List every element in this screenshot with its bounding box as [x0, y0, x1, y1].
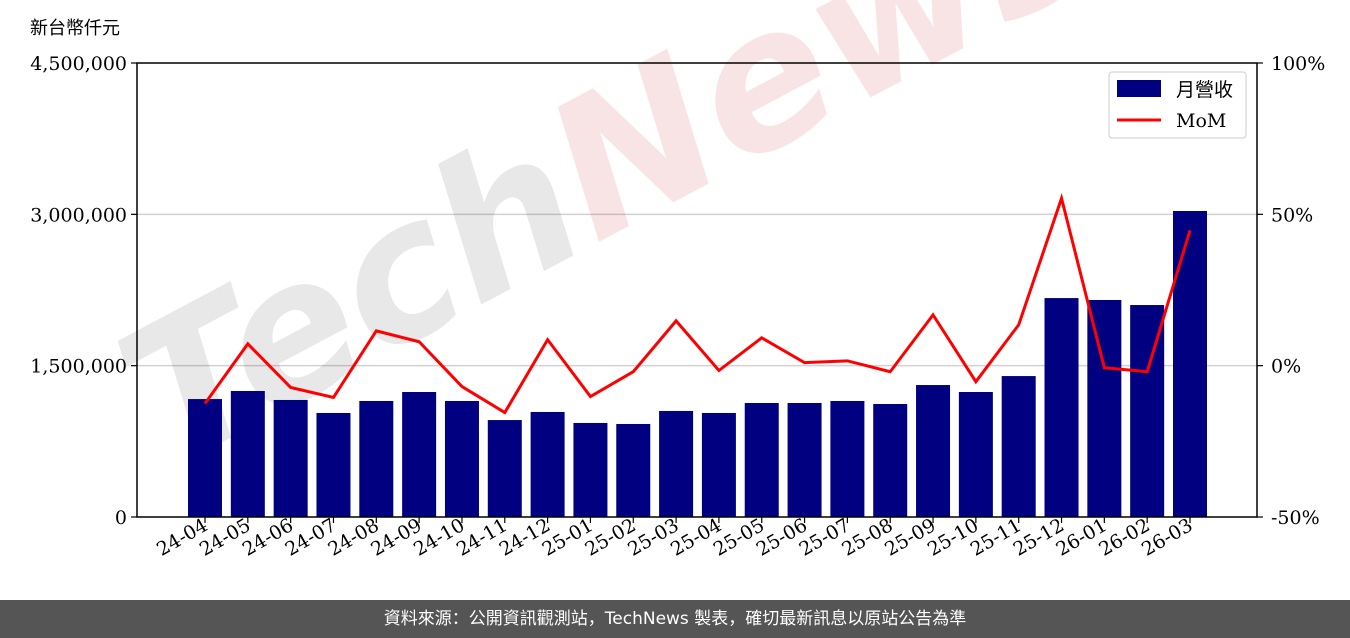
bar-26-02 — [1130, 305, 1165, 517]
plot-frame — [136, 62, 1258, 518]
bar-24-12 — [530, 411, 565, 517]
y-axis-unit-label: 新台幣仟元 — [30, 18, 120, 39]
legend-bar-swatch — [1117, 80, 1161, 97]
bar-24-06 — [273, 399, 308, 517]
legend-label-mom: MoM — [1176, 110, 1226, 132]
legend-label-revenue: 月營收 — [1176, 79, 1233, 101]
bar-24-09 — [402, 391, 437, 517]
bar-25-02 — [616, 423, 651, 517]
bar-24-08 — [359, 400, 394, 517]
y-left-tick-label: 0 — [115, 507, 127, 529]
y-right-tick-label: 100% — [1271, 53, 1325, 75]
bar-26-03 — [1173, 211, 1207, 517]
bar-24-04 — [188, 399, 222, 517]
bar-25-08 — [873, 404, 908, 517]
mom-line — [203, 192, 1192, 415]
bar-24-11 — [487, 420, 522, 517]
y-left-tick-label: 1,500,000 — [30, 356, 127, 378]
y-right-tick-label: 0% — [1271, 356, 1301, 378]
y-right-tick-label: 50% — [1271, 204, 1313, 226]
bar-25-06 — [787, 402, 822, 517]
bar-24-10 — [444, 400, 479, 517]
bar-25-03 — [659, 410, 694, 517]
bar-25-04 — [701, 412, 736, 517]
bar-25-01 — [573, 422, 608, 517]
bar-25-07 — [830, 400, 865, 517]
bar-25-12 — [1044, 298, 1079, 517]
source-footer: 資料來源：公開資訊觀測站，TechNews 製表，確切最新訊息以原站公告為準 — [0, 600, 1350, 638]
bar-24-05 — [230, 390, 265, 517]
bar-25-05 — [744, 402, 779, 517]
y-left-tick-label: 3,000,000 — [30, 204, 127, 226]
bar-24-07 — [316, 412, 351, 517]
revenue-chart: TechNews01,500,0003,000,0004,500,000-50%… — [30, 0, 1325, 561]
bar-25-11 — [1001, 376, 1036, 517]
y-right-tick-label: -50% — [1271, 507, 1320, 529]
y-left-tick-label: 4,500,000 — [30, 53, 127, 75]
bar-25-10 — [958, 391, 993, 517]
bar-25-09 — [916, 385, 951, 517]
bar-26-01 — [1087, 299, 1122, 517]
